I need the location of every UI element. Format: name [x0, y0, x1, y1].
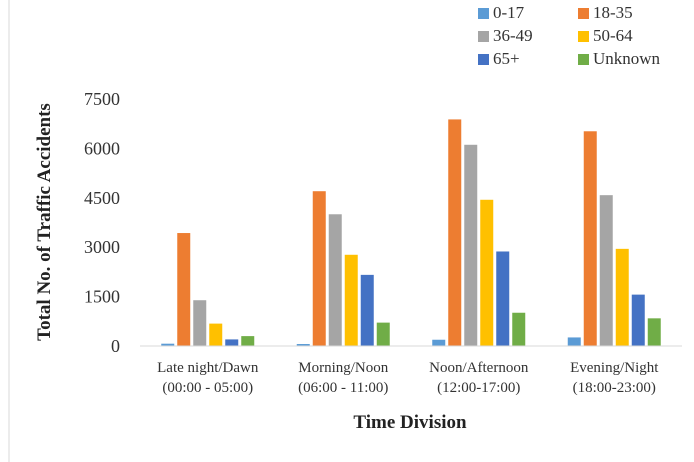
y-tick-label: 7500	[84, 89, 120, 109]
bar-36-49-2	[464, 144, 478, 346]
legend-swatch	[478, 8, 489, 19]
bar-36-49-1	[328, 214, 342, 346]
legend-swatch	[578, 54, 589, 65]
bar-65--2	[496, 251, 510, 346]
legend: 0-17 18-35 36-49 50-64 65+ Unknown	[478, 3, 661, 68]
x-axis-title: Time Division	[353, 412, 467, 433]
bar-18-35-2	[448, 119, 462, 346]
x-axis-category-labels: Late night/Dawn (00:00 - 05:00) Morning/No…	[157, 360, 659, 396]
y-tick-label: 3000	[84, 237, 120, 257]
x-category-label: Noon/Afternoon	[429, 360, 529, 376]
legend-swatch	[578, 31, 589, 42]
legend-swatch	[478, 54, 489, 65]
bars	[161, 119, 661, 346]
bar-50-64-2	[480, 199, 494, 346]
x-category-label: (18:00-23:00)	[573, 380, 656, 396]
x-category-label: Morning/Noon	[298, 360, 389, 376]
bar-18-35-1	[312, 191, 326, 346]
legend-label: 0-17	[493, 3, 525, 22]
bar-unknown-1	[376, 322, 390, 346]
bar-50-64-1	[344, 254, 358, 346]
bar-0-17-3	[567, 337, 581, 346]
legend-label: 50-64	[593, 26, 633, 45]
y-tick-label: 4500	[84, 188, 120, 208]
y-axis-ticks: 0 1500 3000 4500 6000 7500	[84, 89, 120, 356]
legend-label: 36-49	[493, 26, 533, 45]
legend-swatch	[478, 31, 489, 42]
legend-label: 18-35	[593, 3, 633, 22]
bar-65--3	[631, 294, 645, 346]
bar-65--0	[225, 339, 239, 346]
y-tick-label: 0	[111, 336, 120, 356]
legend-label: 65+	[493, 49, 520, 68]
bar-unknown-2	[512, 312, 526, 346]
bar-65--1	[360, 274, 374, 346]
bar-18-35-3	[583, 131, 597, 346]
legend-label: Unknown	[593, 49, 661, 68]
bar-50-64-0	[209, 323, 223, 346]
x-category-label: (00:00 - 05:00)	[162, 380, 253, 396]
y-tick-label: 1500	[84, 287, 120, 307]
legend-swatch	[578, 8, 589, 19]
x-category-label: (06:00 - 11:00)	[298, 380, 388, 396]
bar-0-17-0	[161, 343, 175, 346]
bar-unknown-0	[241, 336, 255, 346]
y-axis-title: Total No. of Traffic Accidents	[34, 103, 55, 341]
bar-18-35-0	[177, 233, 191, 346]
x-category-label: Evening/Night	[570, 360, 659, 376]
bar-36-49-0	[193, 300, 207, 346]
bar-50-64-3	[615, 248, 629, 346]
x-category-label: (12:00-17:00)	[437, 380, 520, 396]
y-tick-label: 6000	[84, 138, 120, 158]
bar-0-17-1	[296, 344, 310, 346]
bar-unknown-3	[647, 318, 661, 346]
bar-0-17-2	[432, 339, 446, 346]
x-category-label: Late night/Dawn	[157, 360, 259, 376]
bar-36-49-3	[599, 195, 613, 346]
